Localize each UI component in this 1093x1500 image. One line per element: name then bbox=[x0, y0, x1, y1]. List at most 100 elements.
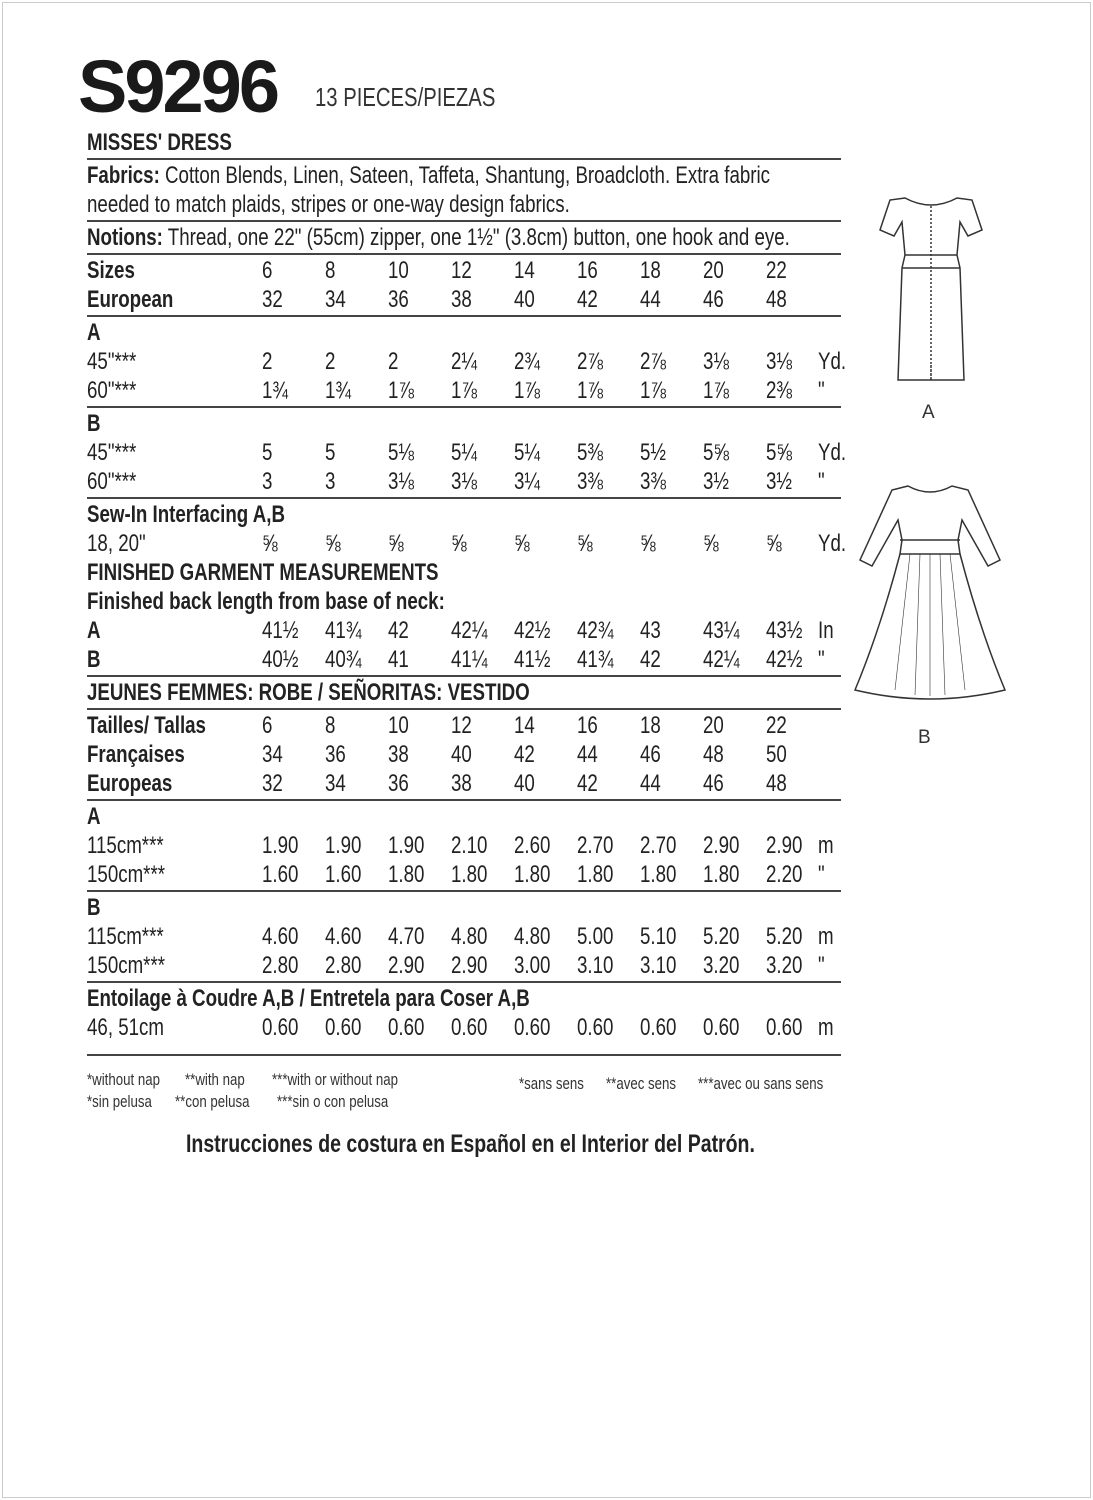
table-cell: 0.60 bbox=[703, 1014, 740, 1041]
table-cell: 5⅝ bbox=[703, 439, 730, 466]
table-cell: 3.20 bbox=[703, 952, 740, 979]
table-cell: 1¾ bbox=[325, 377, 352, 404]
notions-text: Notions: Thread, one 22" (55cm) zipper, … bbox=[87, 224, 790, 251]
table-cell: 34 bbox=[325, 286, 346, 313]
table-cell: 2¼ bbox=[451, 348, 478, 375]
section-heading: JEUNES FEMMES: ROBE / SEÑORITAS: VESTIDO bbox=[87, 679, 530, 706]
table-cell: 44 bbox=[640, 286, 661, 313]
table-cell: 2.90 bbox=[451, 952, 488, 979]
table-cell: 32 bbox=[262, 286, 283, 313]
table-cell: 41½ bbox=[514, 646, 551, 673]
section-heading: Entoilage à Coudre A,B / Entretela para … bbox=[87, 985, 530, 1012]
table-cell: 1⅞ bbox=[388, 377, 415, 404]
view-b-label: B bbox=[918, 727, 931, 748]
footnote: *without nap bbox=[87, 1070, 160, 1089]
table-cell: ⅝ bbox=[451, 530, 467, 557]
table-row: 45"*** 2 2 2 2¼ 2¾ 2⅞ 2⅞ 3⅛ 3⅛ Yd. bbox=[87, 347, 846, 376]
table-cell: 42 bbox=[388, 617, 409, 644]
table-cell: 1.80 bbox=[451, 861, 488, 888]
table-cell: 1.80 bbox=[388, 861, 425, 888]
table-cell: 1¾ bbox=[262, 377, 289, 404]
table-cell: 14 bbox=[514, 257, 535, 284]
divider bbox=[87, 1054, 841, 1056]
table-cell: ⅝ bbox=[577, 530, 593, 557]
table-cell: 1⅞ bbox=[703, 377, 730, 404]
table-cell: 36 bbox=[325, 741, 346, 768]
garment-title: MISSES' DRESS bbox=[87, 129, 232, 156]
table-cell: 10 bbox=[388, 257, 409, 284]
row-label: Françaises bbox=[87, 741, 185, 768]
row-label: Tailles/ Tallas bbox=[87, 712, 206, 739]
table-row: 18, 20" ⅝ ⅝ ⅝ ⅝ ⅝ ⅝ ⅝ ⅝ ⅝ Yd. bbox=[87, 529, 846, 558]
table-row: Françaises 34 36 38 40 42 44 46 48 50 bbox=[87, 740, 841, 769]
table-cell: 2 bbox=[388, 348, 399, 375]
table-cell: 22 bbox=[766, 257, 787, 284]
table-cell: 1.90 bbox=[388, 832, 425, 859]
section-heading: A bbox=[87, 803, 101, 830]
table-cell: 6 bbox=[262, 712, 273, 739]
table-cell: 5¼ bbox=[451, 439, 478, 466]
view-b-illustration bbox=[853, 485, 1007, 700]
row-label: European bbox=[87, 286, 174, 313]
table-cell: 48 bbox=[766, 286, 787, 313]
chart-section: B 115cm*** 4.60 4.60 4.70 4.80 4.80 5.00 5.10 5.2… bbox=[87, 893, 841, 983]
row-label: B bbox=[87, 646, 101, 673]
table-cell: 2.90 bbox=[388, 952, 425, 979]
table-cell: 5⅝ bbox=[766, 439, 793, 466]
table-cell: 2⅞ bbox=[577, 348, 604, 375]
table-cell: 8 bbox=[325, 712, 336, 739]
table-row: European 32 34 36 38 40 42 44 46 48 bbox=[87, 285, 841, 314]
table-cell: 2¾ bbox=[514, 348, 541, 375]
footnote: **avec sens bbox=[606, 1074, 677, 1093]
dress-a-outline bbox=[879, 197, 983, 381]
table-cell: 40 bbox=[451, 741, 472, 768]
table-cell: 2 bbox=[325, 348, 336, 375]
table-cell: 10 bbox=[388, 712, 409, 739]
table-cell: 46 bbox=[703, 286, 724, 313]
table-cell: 6 bbox=[262, 257, 273, 284]
view-a-illustration bbox=[879, 197, 983, 381]
footnote: *sans sens bbox=[519, 1074, 584, 1093]
table-cell: ⅝ bbox=[703, 530, 719, 557]
table-cell: 42¾ bbox=[577, 617, 614, 644]
table-cell: 34 bbox=[262, 741, 283, 768]
table-cell: 0.60 bbox=[577, 1014, 614, 1041]
table-cell: 1.80 bbox=[577, 861, 614, 888]
table-cell: 1⅞ bbox=[514, 377, 541, 404]
table-cell: 5½ bbox=[640, 439, 667, 466]
table-cell: 2.10 bbox=[451, 832, 488, 859]
table-cell: 12 bbox=[451, 712, 472, 739]
table-cell: 3.00 bbox=[514, 952, 551, 979]
table-cell: 41¾ bbox=[325, 617, 362, 644]
table-cell: 3⅛ bbox=[766, 348, 793, 375]
table-row: 60"*** 1¾ 1¾ 1⅞ 1⅞ 1⅞ 1⅞ 1⅞ 1⅞ 2⅜ " bbox=[87, 376, 841, 405]
table-row: 60"*** 3 3 3⅛ 3⅛ 3¼ 3⅜ 3⅜ 3½ 3½ " bbox=[87, 467, 841, 496]
chart-section: A 115cm*** 1.90 1.90 1.90 2.10 2.60 2.70 2.70 2.9… bbox=[87, 802, 841, 892]
table-cell: 5⅜ bbox=[577, 439, 604, 466]
table-cell: 44 bbox=[640, 770, 661, 797]
row-label: 60"*** bbox=[87, 377, 137, 404]
row-label: A bbox=[87, 617, 101, 644]
table-cell: 41 bbox=[388, 646, 409, 673]
table-cell: 34 bbox=[325, 770, 346, 797]
table-cell: 18 bbox=[640, 712, 661, 739]
table-cell: 2.80 bbox=[262, 952, 299, 979]
table-cell: 42 bbox=[577, 286, 598, 313]
chart-section: FINISHED GARMENT MEASUREMENTS Finished ba… bbox=[87, 558, 841, 677]
unit-label: m bbox=[818, 832, 834, 859]
footnote: *sin pelusa bbox=[87, 1092, 152, 1111]
row-label: 45"*** bbox=[87, 439, 137, 466]
table-cell: 42 bbox=[640, 646, 661, 673]
table-cell: ⅝ bbox=[514, 530, 530, 557]
table-cell: 42¼ bbox=[703, 646, 740, 673]
table-cell: 5.00 bbox=[577, 923, 614, 950]
table-cell: 5.10 bbox=[640, 923, 677, 950]
table-cell: 40¾ bbox=[325, 646, 362, 673]
table-row: Tailles/ Tallas 6 8 10 12 14 16 18 20 22 bbox=[87, 711, 841, 740]
table-row: 150cm*** 1.60 1.60 1.80 1.80 1.80 1.80 1.80 1.80… bbox=[87, 860, 841, 889]
table-row: 115cm*** 1.90 1.90 1.90 2.10 2.60 2.70 2.70 2.90… bbox=[87, 831, 841, 860]
table-cell: 43 bbox=[640, 617, 661, 644]
table-cell: 40½ bbox=[262, 646, 299, 673]
table-cell: 5.20 bbox=[766, 923, 803, 950]
